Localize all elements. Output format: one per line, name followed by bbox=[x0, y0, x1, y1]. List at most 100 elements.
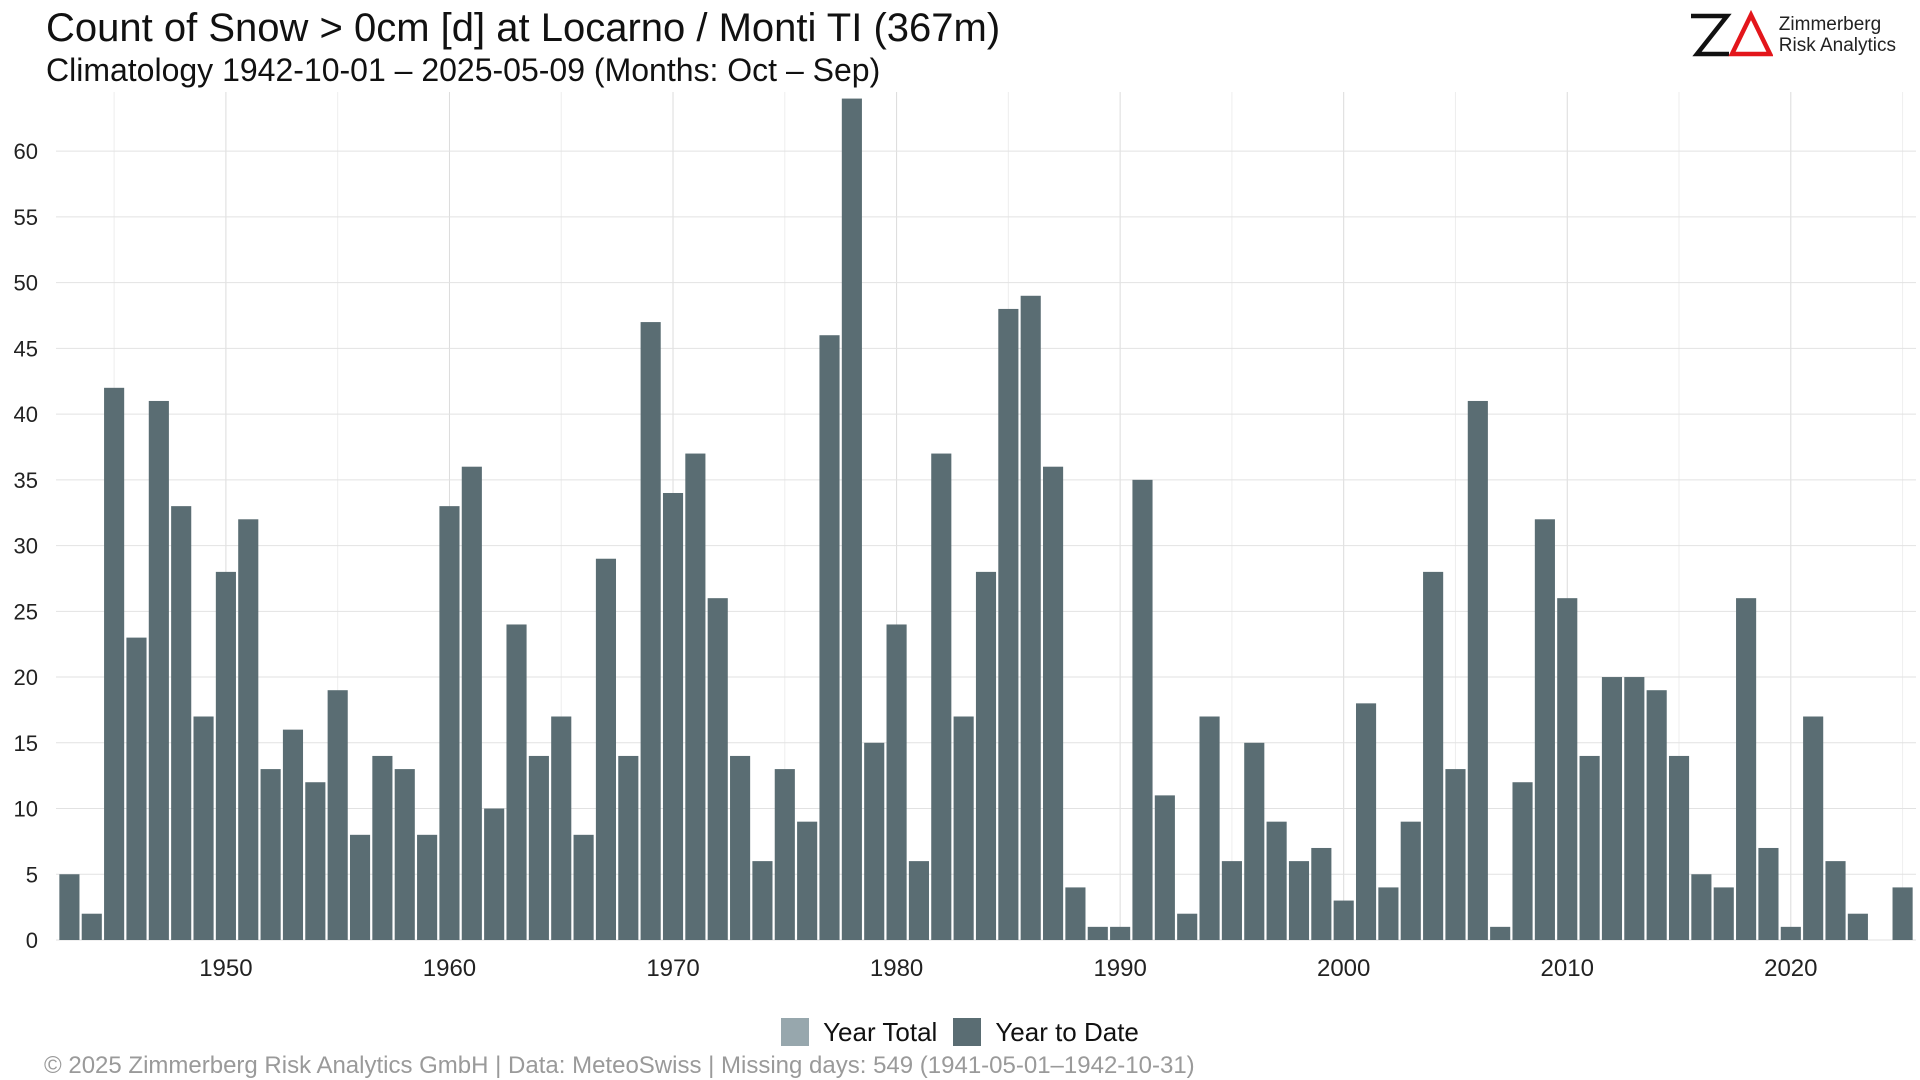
bar-1971 bbox=[685, 453, 706, 940]
y-tick-label: 45 bbox=[14, 336, 38, 361]
bar-1951 bbox=[238, 519, 259, 940]
x-axis: 1950 1960 1970 1980 1990 2000 2010 2020 bbox=[199, 955, 1817, 982]
bar-1994 bbox=[1199, 716, 1220, 940]
y-tick-label: 60 bbox=[14, 139, 38, 164]
y-tick-label: 15 bbox=[14, 731, 38, 756]
bar-1982 bbox=[931, 453, 952, 940]
bar-1944 bbox=[81, 913, 102, 940]
legend-swatch-year-total bbox=[781, 1018, 810, 1046]
x-tick-label: 1960 bbox=[423, 955, 476, 982]
bar-1979 bbox=[864, 742, 885, 940]
bar-1985 bbox=[998, 308, 1019, 940]
y-axis: 0 5 10 15 20 25 30 35 40 45 50 55 60 bbox=[14, 139, 38, 953]
bar-1946 bbox=[126, 637, 147, 940]
x-tick-label: 1980 bbox=[870, 955, 923, 982]
y-tick-label: 10 bbox=[14, 797, 38, 822]
bar-2008 bbox=[1512, 782, 1533, 940]
y-tick-label: 5 bbox=[26, 862, 38, 887]
bar-1989 bbox=[1087, 926, 1108, 940]
y-tick-label: 25 bbox=[14, 599, 38, 624]
bar-1975 bbox=[774, 769, 795, 940]
bar-1987 bbox=[1043, 466, 1064, 940]
bar-1959 bbox=[417, 834, 438, 940]
bar-2020 bbox=[1780, 926, 1801, 940]
za-logo-icon bbox=[1690, 10, 1773, 57]
chart-title: Count of Snow > 0cm [d] at Locarno / Mon… bbox=[46, 6, 1001, 50]
bar-1958 bbox=[394, 769, 415, 940]
legend-item-year-to-date: Year to Date bbox=[953, 1017, 1139, 1048]
bar-1954 bbox=[305, 782, 326, 940]
bar-1976 bbox=[797, 821, 818, 940]
bar-1957 bbox=[372, 755, 393, 940]
bar-2012 bbox=[1601, 677, 1623, 940]
bar-1960 bbox=[439, 506, 460, 940]
legend-label-year-to-date: Year to Date bbox=[995, 1016, 1139, 1047]
footer-credits: © 2025 Zimmerberg Risk Analytics GmbH | … bbox=[44, 1052, 1195, 1079]
bar-2009 bbox=[1534, 519, 1555, 940]
bar-1983 bbox=[953, 716, 974, 940]
bar-1963 bbox=[506, 624, 527, 940]
x-tick-label: 2000 bbox=[1317, 955, 1370, 982]
bar-2025 bbox=[1892, 887, 1913, 940]
bar-1997 bbox=[1266, 821, 1287, 940]
bar-1968 bbox=[618, 755, 639, 940]
bar-1977 bbox=[819, 335, 840, 941]
bar-2006 bbox=[1467, 400, 1488, 941]
logo-line-1: Zimmerberg bbox=[1778, 14, 1882, 35]
y-tick-label: 0 bbox=[26, 928, 38, 953]
bar-2022 bbox=[1825, 861, 1846, 940]
chart-legend: Year Total Year to Date bbox=[0, 1014, 1920, 1050]
bars bbox=[59, 98, 1913, 941]
y-tick-label: 20 bbox=[14, 665, 38, 690]
legend-label-year-total: Year Total bbox=[823, 1016, 938, 1047]
bar-1964 bbox=[528, 755, 549, 940]
company-logo: Zimmerberg Risk Analytics bbox=[1687, 10, 1896, 60]
bar-2000 bbox=[1333, 900, 1354, 940]
bar-1945 bbox=[104, 387, 125, 940]
bar-1995 bbox=[1221, 861, 1242, 940]
bar-2010 bbox=[1557, 598, 1578, 940]
bar-2005 bbox=[1445, 769, 1466, 940]
y-tick-label: 30 bbox=[14, 534, 38, 559]
bar-2004 bbox=[1423, 571, 1444, 940]
bar-1978 bbox=[841, 98, 862, 940]
x-tick-label: 1970 bbox=[646, 955, 699, 982]
bar-1953 bbox=[282, 729, 304, 940]
legend-swatch-year-to-date bbox=[953, 1018, 982, 1046]
bar-1952 bbox=[260, 769, 281, 940]
bar-1962 bbox=[484, 808, 505, 940]
legend-item-year-total: Year Total bbox=[781, 1017, 937, 1048]
y-tick-label: 55 bbox=[14, 205, 38, 230]
x-tick-label: 1950 bbox=[199, 955, 252, 982]
bar-1988 bbox=[1065, 887, 1086, 940]
y-tick-label: 50 bbox=[14, 271, 38, 296]
bar-1996 bbox=[1244, 742, 1265, 940]
bar-1965 bbox=[551, 716, 572, 940]
logo-text: Zimmerberg Risk Analytics bbox=[1779, 14, 1896, 56]
bar-2016 bbox=[1691, 874, 1712, 940]
x-tick-label: 2020 bbox=[1764, 955, 1817, 982]
bar-1974 bbox=[752, 861, 773, 940]
bar-2003 bbox=[1400, 821, 1421, 940]
bar-1990 bbox=[1110, 926, 1131, 940]
bar-1973 bbox=[730, 755, 751, 940]
bar-1984 bbox=[975, 571, 997, 940]
bar-1948 bbox=[171, 506, 192, 940]
bar-1993 bbox=[1177, 913, 1198, 940]
bar-1970 bbox=[662, 492, 684, 940]
bar-2021 bbox=[1803, 716, 1824, 940]
bar-2023 bbox=[1847, 913, 1868, 940]
bar-1950 bbox=[215, 571, 236, 940]
bar-2011 bbox=[1579, 755, 1600, 940]
bar-1961 bbox=[461, 466, 482, 940]
bar-2018 bbox=[1736, 598, 1757, 940]
x-tick-label: 1990 bbox=[1093, 955, 1146, 982]
bar-1992 bbox=[1154, 795, 1175, 940]
bar-1998 bbox=[1288, 861, 1310, 940]
bar-1991 bbox=[1132, 479, 1153, 940]
bar-2015 bbox=[1668, 755, 1690, 940]
bar-1955 bbox=[327, 690, 348, 940]
bar-1967 bbox=[595, 558, 617, 940]
bar-2002 bbox=[1378, 887, 1399, 940]
y-tick-label: 40 bbox=[14, 402, 38, 427]
